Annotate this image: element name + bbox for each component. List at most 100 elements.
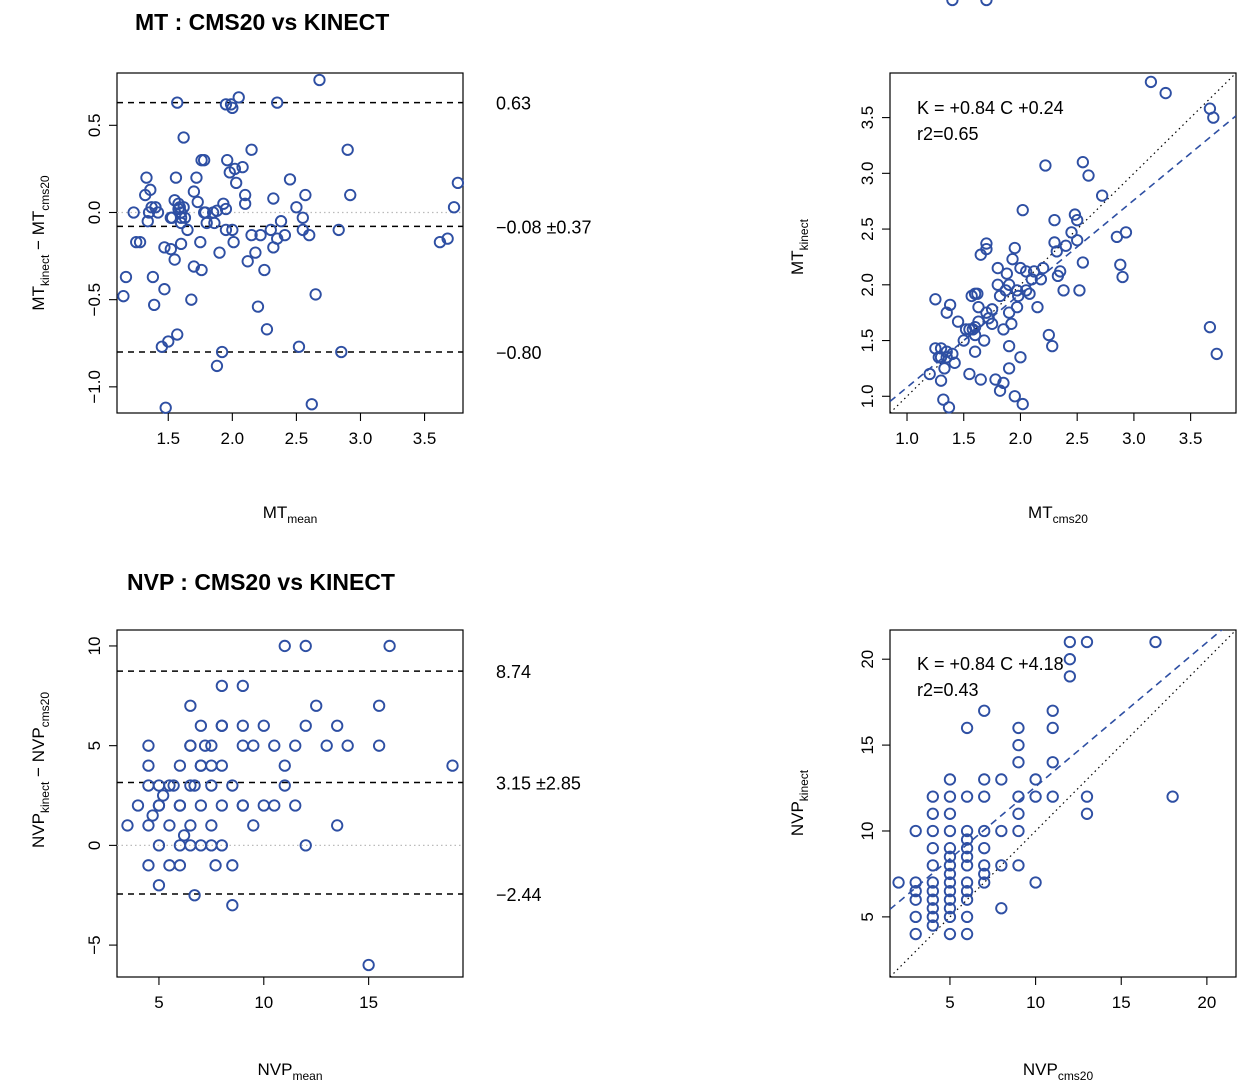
chart-title: MT : CMS20 vs KINECT	[135, 9, 389, 35]
data-point	[142, 819, 155, 832]
data-point	[1203, 321, 1217, 334]
data-point	[926, 876, 939, 889]
data-point	[948, 356, 961, 369]
data-point	[1025, 273, 1038, 286]
y-tick-label: 0.0	[85, 201, 104, 225]
data-point	[171, 96, 184, 109]
data-point	[171, 328, 184, 341]
data-point	[383, 639, 396, 653]
data-point	[174, 216, 188, 230]
x-tick-label: 5	[945, 993, 954, 1012]
data-point	[995, 824, 1008, 838]
data-point	[978, 842, 991, 855]
data-point	[163, 819, 176, 832]
data-point	[215, 799, 228, 812]
data-point	[1063, 670, 1077, 683]
data-point	[188, 889, 201, 902]
data-point	[187, 185, 201, 198]
data-point	[960, 910, 974, 924]
data-point	[152, 879, 166, 892]
data-point	[236, 719, 249, 732]
data-point	[130, 235, 143, 249]
data-point	[268, 739, 281, 752]
data-point	[219, 98, 233, 111]
y-tick-label: 2.0	[858, 273, 877, 297]
data-point	[1012, 824, 1025, 838]
x-tick-label: 2.5	[285, 429, 309, 448]
data-point	[341, 143, 354, 156]
data-point	[215, 679, 228, 692]
data-point	[254, 229, 267, 242]
data-point	[172, 202, 185, 216]
data-point	[197, 154, 211, 167]
data-point	[299, 839, 312, 852]
data-point	[372, 699, 386, 712]
data-point	[278, 759, 291, 772]
data-point	[1002, 306, 1016, 319]
data-point	[331, 819, 344, 832]
data-point	[289, 739, 302, 752]
data-point	[184, 699, 197, 712]
data-point	[1029, 773, 1042, 786]
plot-frame	[889, 72, 1237, 414]
data-point	[1029, 876, 1042, 889]
data-point	[909, 893, 922, 906]
data-point	[247, 819, 260, 832]
data-point	[310, 699, 323, 712]
data-point	[164, 211, 177, 224]
data-point	[974, 373, 987, 386]
fit-equation: K = +0.84 C +4.18	[917, 654, 1064, 674]
data-point	[943, 884, 957, 898]
data-point	[169, 171, 183, 184]
panel-nvp-regression: 5 10 15 20 5 10 15 20 K = +0.84 C +4.18 r2=0.43…	[788, 629, 1237, 1082]
x-axis-label: MTmean	[263, 503, 318, 526]
data-point	[184, 819, 197, 832]
data-point	[909, 824, 922, 838]
data-point	[1010, 284, 1024, 297]
x-tick-label: 2.0	[221, 429, 245, 448]
data-point	[997, 376, 1010, 390]
data-point	[1046, 339, 1059, 353]
y-tick-label: 1.0	[858, 384, 877, 408]
data-point	[926, 893, 939, 906]
x-tick-label: 1.5	[156, 429, 180, 448]
limit-label: −0.08 ±0.37	[496, 217, 591, 237]
data-point	[980, 237, 993, 250]
data-point	[966, 323, 979, 336]
identity-line	[890, 630, 1236, 977]
data-point	[251, 300, 265, 313]
data-point	[158, 241, 171, 254]
data-point	[141, 215, 154, 228]
data-point	[344, 188, 357, 202]
data-point	[940, 345, 953, 358]
data-point	[1014, 351, 1027, 364]
data-point	[943, 910, 957, 924]
data-point	[1166, 790, 1179, 803]
data-point	[144, 183, 157, 196]
data-point	[960, 876, 974, 889]
data-point	[1063, 635, 1077, 649]
data-point	[1029, 790, 1042, 803]
x-tick-label: 3.5	[1179, 429, 1203, 448]
data-point	[1019, 265, 1033, 278]
data-point	[960, 927, 974, 941]
data-point	[978, 859, 991, 872]
data-point	[1012, 807, 1025, 820]
data-point	[1080, 790, 1094, 803]
x-tick-label: 1.0	[895, 429, 919, 448]
data-point	[1031, 300, 1044, 314]
limit-label: −2.44	[496, 885, 542, 905]
data-point	[446, 759, 459, 772]
data-point	[142, 859, 155, 872]
data-point	[156, 789, 170, 802]
data-point	[1050, 245, 1063, 258]
data-point	[1116, 270, 1129, 284]
data-point	[943, 867, 957, 881]
data-point	[146, 809, 159, 822]
data-point	[943, 842, 957, 855]
y-tick-label: 10	[858, 822, 877, 841]
data-point	[447, 201, 461, 214]
data-point	[1002, 362, 1016, 375]
data-point	[1144, 75, 1158, 89]
data-point	[194, 235, 207, 249]
